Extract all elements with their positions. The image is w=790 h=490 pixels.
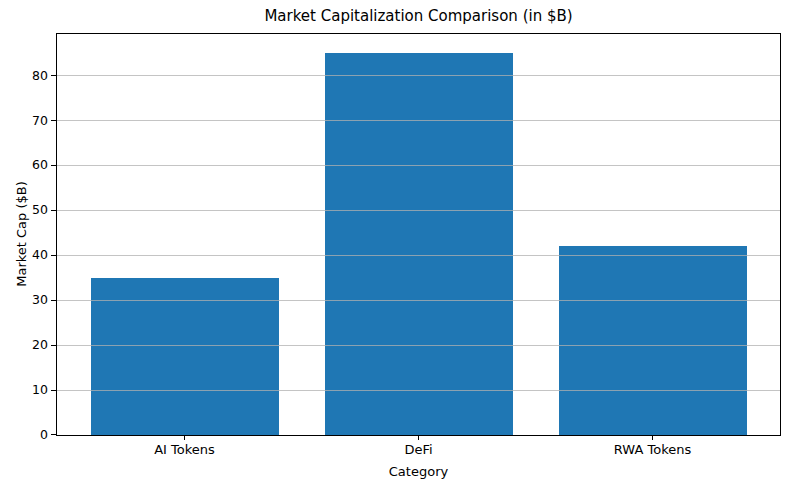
x-tick-label: DeFi xyxy=(339,442,499,457)
x-tick-mark xyxy=(184,436,185,440)
y-tick-mark xyxy=(51,434,56,435)
y-tick-label: 10 xyxy=(18,382,48,398)
y-tick-mark xyxy=(51,120,56,121)
bar-chart-figure: Market Capitalization Comparison (in $B)… xyxy=(0,0,790,490)
y-tick-label: 20 xyxy=(18,337,48,353)
gridline-y-20 xyxy=(57,345,780,346)
x-tick-mark xyxy=(652,436,653,440)
y-tick-label: 50 xyxy=(18,202,48,218)
x-tick-mark xyxy=(418,436,419,440)
y-tick-label: 0 xyxy=(18,427,48,443)
y-tick-mark xyxy=(51,75,56,76)
gridline-y-10 xyxy=(57,390,780,391)
y-tick-label: 30 xyxy=(18,292,48,308)
y-tick-label: 60 xyxy=(18,157,48,173)
y-tick-mark xyxy=(51,345,56,346)
x-tick-label: AI Tokens xyxy=(105,442,265,457)
y-tick-mark xyxy=(51,165,56,166)
y-tick-label: 80 xyxy=(18,68,48,84)
gridline-y-80 xyxy=(57,75,780,76)
y-tick-mark xyxy=(51,210,56,211)
y-tick-mark xyxy=(51,390,56,391)
bar-rwa-tokens xyxy=(559,246,747,435)
gridline-y-30 xyxy=(57,300,780,301)
plot-area: 01020304050607080AI TokensDeFiRWA Tokens xyxy=(56,33,781,436)
gridline-y-40 xyxy=(57,255,780,256)
x-tick-label: RWA Tokens xyxy=(573,442,733,457)
bar-defi xyxy=(325,53,513,435)
gridline-y-60 xyxy=(57,165,780,166)
gridline-y-50 xyxy=(57,210,780,211)
y-tick-mark xyxy=(51,255,56,256)
y-tick-mark xyxy=(51,300,56,301)
x-axis-label: Category xyxy=(56,464,781,479)
y-axis-label: Market Cap ($B) xyxy=(14,181,29,287)
bar-ai-tokens xyxy=(91,278,279,435)
y-tick-label: 40 xyxy=(18,247,48,263)
y-tick-label: 70 xyxy=(18,113,48,129)
gridline-y-70 xyxy=(57,120,780,121)
chart-title: Market Capitalization Comparison (in $B) xyxy=(56,6,781,26)
